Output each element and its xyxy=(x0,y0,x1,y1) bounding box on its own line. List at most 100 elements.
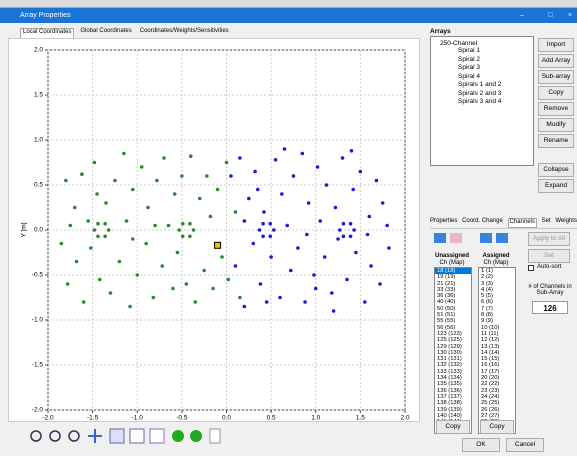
grid-toggle[interactable] xyxy=(109,428,125,444)
zoom-fit[interactable] xyxy=(68,430,80,442)
tree-item[interactable]: Spiral 2 xyxy=(458,55,481,63)
list-item[interactable]: 9 (9) xyxy=(481,318,493,325)
tab[interactable]: Coordinates/Weights/Sensitivities xyxy=(139,28,229,34)
list-item[interactable]: 5 (5) xyxy=(481,293,493,300)
side-tab[interactable]: Set xyxy=(541,218,551,224)
list-item[interactable]: 134 (134) xyxy=(437,375,462,382)
move-right[interactable] xyxy=(434,233,446,243)
list-item[interactable]: 4 (4) xyxy=(481,286,493,293)
list-item[interactable]: 131 (131) xyxy=(437,356,462,363)
list-item[interactable]: 19 (19) xyxy=(437,274,456,281)
list-item[interactable]: 50 (50) xyxy=(437,305,456,312)
move-left[interactable] xyxy=(450,233,462,243)
list-item[interactable]: 55 (55) xyxy=(437,318,456,325)
tab[interactable]: Global Coordinates xyxy=(80,28,132,34)
apply-button[interactable]: Apply to All xyxy=(528,232,570,246)
move-all-left[interactable] xyxy=(480,233,492,243)
list-item[interactable]: 139 (139) xyxy=(437,406,462,413)
list-item[interactable]: 123 (123) xyxy=(437,330,462,337)
zoom-in[interactable] xyxy=(30,430,42,442)
list-item[interactable]: 3 (3) xyxy=(481,280,493,287)
point xyxy=(188,234,192,239)
list-item[interactable]: 129 (129) xyxy=(437,343,462,350)
array-button[interactable]: Import xyxy=(538,38,574,52)
list-item[interactable]: 135 (135) xyxy=(437,381,462,388)
side-tab[interactable]: Coord. Change xyxy=(462,218,503,224)
side-tab[interactable]: Channels xyxy=(507,218,537,228)
tree-item[interactable]: Spiral 1 xyxy=(458,47,481,54)
list-item[interactable]: 36 (36) xyxy=(437,293,456,300)
deselect[interactable] xyxy=(149,428,165,444)
array-button[interactable]: Collapse xyxy=(538,163,574,177)
close[interactable]: × xyxy=(568,12,573,19)
list-item[interactable]: 133 (133) xyxy=(437,368,462,375)
list-item[interactable]: 25 (25) xyxy=(481,400,500,407)
maximize[interactable]: □ xyxy=(548,12,553,19)
list-item[interactable]: 27 (27) xyxy=(481,412,500,419)
move-all-right[interactable] xyxy=(496,233,508,243)
autosort-check[interactable] xyxy=(528,265,534,271)
ok-button[interactable]: OK xyxy=(462,438,500,452)
remove-point[interactable] xyxy=(172,430,184,442)
list-item[interactable]: 13 (13) xyxy=(481,343,500,350)
list-item[interactable]: 17 (17) xyxy=(481,368,500,375)
list-item[interactable]: 18 (18) xyxy=(435,268,471,275)
array-button[interactable]: Remove xyxy=(538,102,574,116)
list-item[interactable]: 6 (6) xyxy=(481,299,493,306)
zoom-out[interactable] xyxy=(49,430,61,442)
page[interactable] xyxy=(209,428,221,444)
list-item[interactable]: 132 (132) xyxy=(437,362,462,369)
cancel-button[interactable]: Cancel xyxy=(506,438,544,452)
pan[interactable] xyxy=(88,429,102,443)
list-item[interactable]: 10 (10) xyxy=(481,324,500,331)
list-item[interactable]: 140 (140) xyxy=(437,412,462,419)
list-item[interactable]: 56 (56) xyxy=(437,324,456,331)
list-item[interactable]: 51 (51) xyxy=(437,312,456,319)
list-item[interactable]: 40 (40) xyxy=(437,299,456,306)
assigned-list[interactable]: 1 (1) 2 (2) 3 (3) 4 (4) 5 (5) 6 (6) 7 (7) 8 (8)… xyxy=(478,267,516,434)
list-item[interactable]: 22 (22) xyxy=(481,381,500,388)
list-item[interactable]: 14 (14) xyxy=(481,349,500,356)
tree-item[interactable]: Spiral 3 xyxy=(458,64,481,71)
list-item[interactable]: 24 (24) xyxy=(481,393,500,400)
list-item[interactable]: 33 (33) xyxy=(437,286,456,293)
array-button[interactable]: Modify xyxy=(538,118,574,132)
side-tab[interactable]: Properties xyxy=(430,218,458,224)
list-item[interactable]: 11 (11) xyxy=(481,330,499,337)
select[interactable] xyxy=(129,428,145,444)
copy-left[interactable]: Copy xyxy=(436,420,470,434)
tree-item[interactable]: Spiral 4 xyxy=(458,72,481,80)
tree-item[interactable]: Spirals 1 and 2 xyxy=(458,81,502,88)
list-item[interactable]: 21 (21) xyxy=(437,280,456,287)
add-point[interactable] xyxy=(190,430,202,442)
list-item[interactable]: 130 (130) xyxy=(437,349,462,356)
tab[interactable]: Local Coordinates xyxy=(20,28,75,38)
array-button[interactable]: Add Array xyxy=(538,54,574,68)
copy-right[interactable]: Copy xyxy=(480,420,514,434)
array-button[interactable]: Sub-array xyxy=(538,70,574,84)
tree-root[interactable]: 250-Channel xyxy=(440,40,478,47)
set-button[interactable]: Set xyxy=(528,249,570,263)
list-item[interactable]: 12 (12) xyxy=(481,337,500,344)
list-item[interactable]: 20 (20) xyxy=(481,375,500,382)
minimize[interactable]: – xyxy=(520,12,524,19)
list-item[interactable]: 2 (2) xyxy=(481,274,493,281)
list-item[interactable]: 136 (136) xyxy=(437,387,462,394)
array-button[interactable]: Expand xyxy=(538,179,574,193)
tree-item[interactable]: Spirals 3 and 4 xyxy=(458,98,502,105)
list-item[interactable]: 1 (1) xyxy=(481,268,493,274)
list-item[interactable]: 16 (16) xyxy=(481,362,500,369)
list-item[interactable]: 8 (8) xyxy=(481,312,493,319)
list-item[interactable]: 137 (137) xyxy=(437,393,462,400)
tree-item[interactable]: Spirals 2 and 3 xyxy=(458,89,502,97)
list-item[interactable]: 7 (7) xyxy=(481,305,493,312)
unassigned-list[interactable]: 18 (18) 19 (19) 21 (21) 33 (33) 36 (36) 40 (4… xyxy=(434,267,472,434)
array-button[interactable]: Copy xyxy=(538,86,574,100)
list-item[interactable]: 138 (138) xyxy=(437,400,462,407)
side-tab[interactable]: Weights xyxy=(555,218,577,224)
list-item[interactable]: 26 (26) xyxy=(481,406,500,413)
list-item[interactable]: 15 (15) xyxy=(481,356,500,363)
list-item[interactable]: 23 (23) xyxy=(481,387,500,394)
list-item[interactable]: 125 (125) xyxy=(437,337,462,344)
array-button[interactable]: Rename xyxy=(538,134,574,148)
